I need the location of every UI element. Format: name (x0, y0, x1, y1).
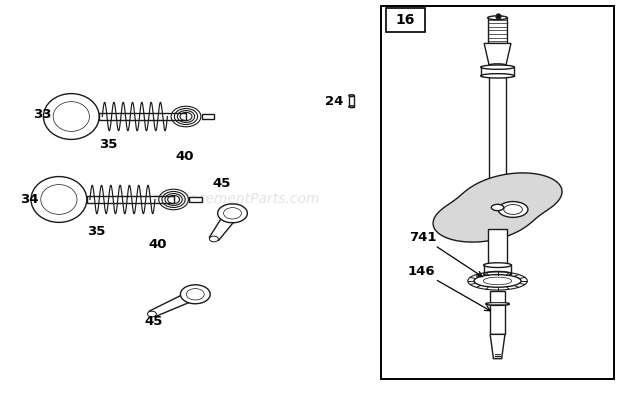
Ellipse shape (43, 94, 99, 139)
Ellipse shape (31, 177, 87, 222)
Ellipse shape (180, 285, 210, 304)
Bar (386, 8, 425, 32)
Bar (480, 67, 515, 76)
Ellipse shape (41, 184, 77, 214)
Polygon shape (490, 335, 505, 359)
Ellipse shape (503, 205, 522, 214)
Text: 24: 24 (325, 95, 343, 107)
Ellipse shape (491, 204, 503, 211)
Ellipse shape (489, 64, 506, 66)
Ellipse shape (474, 275, 521, 287)
Text: 16: 16 (396, 13, 415, 27)
Ellipse shape (487, 16, 507, 20)
Ellipse shape (187, 289, 204, 300)
Polygon shape (209, 211, 239, 241)
Polygon shape (189, 197, 202, 202)
Text: 33: 33 (33, 108, 51, 121)
Ellipse shape (53, 102, 89, 132)
Ellipse shape (485, 303, 510, 305)
Polygon shape (99, 113, 186, 120)
Text: 35: 35 (99, 138, 118, 150)
Text: 45: 45 (144, 316, 163, 328)
Polygon shape (489, 76, 506, 203)
Ellipse shape (348, 106, 355, 107)
Ellipse shape (498, 201, 528, 217)
Text: eReplacementParts.com: eReplacementParts.com (151, 192, 321, 207)
Polygon shape (489, 229, 507, 265)
Text: 40: 40 (149, 239, 167, 251)
Bar (348, 96, 355, 107)
Polygon shape (202, 114, 214, 119)
Ellipse shape (348, 95, 355, 96)
Polygon shape (484, 43, 511, 65)
Ellipse shape (480, 74, 515, 78)
Text: 45: 45 (213, 177, 231, 190)
Bar (487, 18, 507, 43)
Polygon shape (87, 196, 174, 203)
Ellipse shape (218, 204, 247, 223)
Ellipse shape (484, 263, 512, 267)
Text: 35: 35 (87, 225, 105, 237)
Polygon shape (149, 290, 200, 317)
Bar (484, 265, 512, 274)
Ellipse shape (224, 208, 241, 219)
Ellipse shape (485, 302, 510, 304)
Text: 741: 741 (409, 231, 482, 276)
Ellipse shape (484, 277, 512, 285)
Ellipse shape (148, 311, 156, 317)
Bar (381, 6, 614, 379)
Polygon shape (490, 291, 505, 335)
Text: 34: 34 (20, 193, 39, 206)
Text: 40: 40 (175, 150, 194, 162)
Ellipse shape (484, 271, 512, 276)
Ellipse shape (480, 65, 515, 70)
Text: 146: 146 (407, 265, 490, 311)
Ellipse shape (210, 236, 218, 242)
Polygon shape (433, 173, 562, 242)
